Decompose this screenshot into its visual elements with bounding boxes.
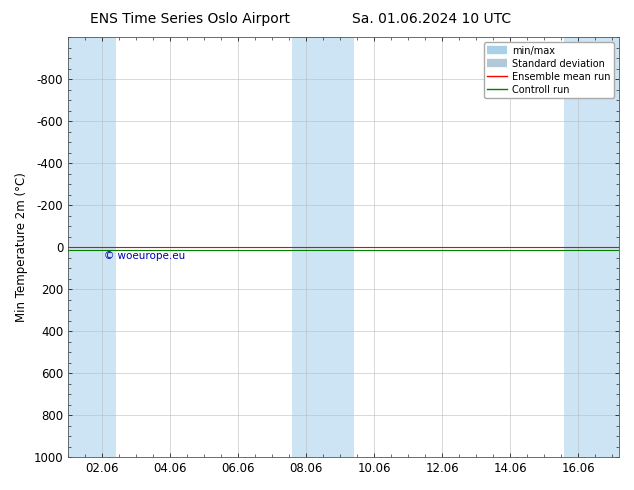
Bar [564, 37, 619, 457]
Y-axis label: Min Temperature 2m (°C): Min Temperature 2m (°C) [15, 172, 28, 322]
Text: © woeurope.eu: © woeurope.eu [104, 251, 185, 261]
Text: Sa. 01.06.2024 10 UTC: Sa. 01.06.2024 10 UTC [352, 12, 510, 26]
Legend: min/max, Standard deviation, Ensemble mean run, Controll run: min/max, Standard deviation, Ensemble me… [484, 42, 614, 98]
Bar [68, 37, 116, 457]
Text: ENS Time Series Oslo Airport: ENS Time Series Oslo Airport [90, 12, 290, 26]
Bar [292, 37, 354, 457]
